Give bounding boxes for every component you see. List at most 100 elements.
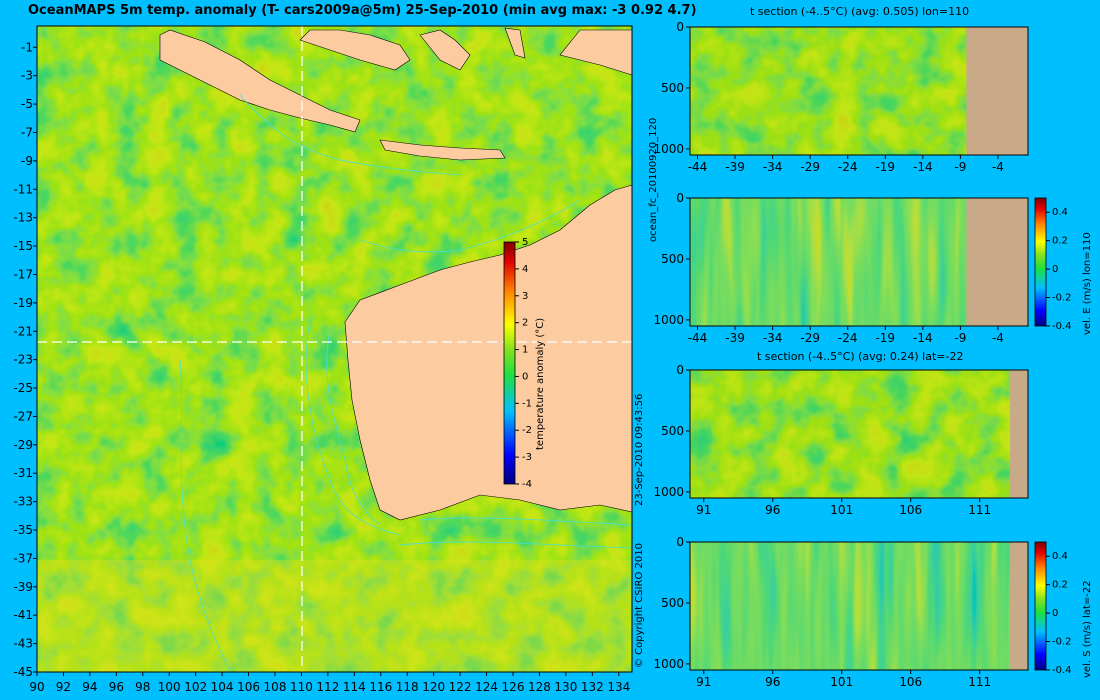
- map-x-tick-label: 132: [581, 680, 604, 694]
- panel-colorbar-tick-label: -0.2: [1052, 293, 1072, 304]
- map-x-tick-label: 96: [109, 680, 124, 694]
- panel-y-tick-label: 0: [676, 535, 684, 549]
- panel-3-frame: [689, 369, 1029, 499]
- map-colorbar-tick-label: 3: [522, 291, 528, 302]
- map-x-tick-label: 102: [184, 680, 207, 694]
- panel-y-tick-label: 500: [661, 424, 684, 438]
- map-x-ticks: 90 92 94 96 98 100 102 104 106 108 110 112 114 116 118…: [29, 672, 630, 694]
- map-colorbar-tick-label: -1: [522, 398, 532, 409]
- map-y-tick-label: -37: [13, 551, 33, 565]
- panel-x-tick-label: 96: [765, 675, 780, 689]
- map-y-ticks: -1 -3 -5 -7 -9 -11 -13 -15 -17 -19 -21 -23 -25 -27 -29…: [13, 40, 37, 679]
- panel-x-tick-label: -19: [875, 331, 895, 345]
- map-x-tick-label: 110: [290, 680, 313, 694]
- panel-x-tick-label: -4: [992, 331, 1004, 345]
- panel-1-land: [966, 27, 1028, 155]
- panel-x-tick-label: 111: [968, 503, 991, 517]
- lesser-sunda-islands: [379, 139, 506, 161]
- panel-1: [689, 26, 1029, 156]
- map-x-tick-label: 134: [607, 680, 630, 694]
- panel-y-tick-label: 1000: [653, 485, 684, 499]
- panel-x-tick-label: -24: [838, 160, 858, 174]
- map-y-tick-label: -29: [13, 438, 33, 452]
- panel-x-tick-label: -44: [688, 331, 708, 345]
- map-y-tick-label: -13: [13, 211, 33, 225]
- panel-y-tick-label: 500: [661, 252, 684, 266]
- panel-colorbar-tick-label: 0: [1052, 264, 1058, 275]
- map-x-tick-label: 112: [316, 680, 339, 694]
- panel-y-tick-label: 0: [676, 191, 684, 205]
- map-x-tick-label: 100: [158, 680, 181, 694]
- map-y-tick-label: -35: [13, 523, 33, 537]
- panel-3: [689, 369, 1029, 499]
- contour-line: [399, 541, 633, 549]
- map-x-tick-label: 98: [135, 680, 150, 694]
- borneo: [299, 29, 411, 71]
- panel-4-land: [1010, 542, 1028, 670]
- map-x-tick-label: 124: [475, 680, 498, 694]
- panel-x-tick-label: -9: [954, 160, 966, 174]
- panel-2-frame: [689, 197, 1029, 327]
- section-1-title: t section (-4..5°C) (avg: 0.505) lon=110: [750, 5, 970, 18]
- panel-x-tick-label: -39: [725, 160, 745, 174]
- bathymetry-contours: [179, 94, 633, 673]
- map-x-tick-label: 116: [369, 680, 392, 694]
- map-x-tick-label: 122: [449, 680, 472, 694]
- panel-4-colorbar: [1034, 541, 1047, 671]
- panel-x-tick-label: -24: [838, 331, 858, 345]
- map-y-tick-label: -25: [13, 381, 33, 395]
- contour-line: [239, 94, 461, 176]
- map-x-tick-label: 114: [343, 680, 366, 694]
- map-x-tick-label: 108: [264, 680, 287, 694]
- map-x-tick-label: 120: [422, 680, 445, 694]
- map-colorbar-tick-label: 2: [522, 318, 528, 329]
- panel-y-tick-label: 1000: [653, 313, 684, 327]
- panel-4-colorbar-label: vel. S (m/s) lat=-22: [1082, 580, 1093, 678]
- map-x-tick-label: 118: [396, 680, 419, 694]
- panel-x-tick-label: -14: [913, 331, 933, 345]
- panel-y-tick-label: 500: [661, 596, 684, 610]
- map-x-tick-label: 104: [211, 680, 234, 694]
- panel-4-texture: [690, 542, 1028, 670]
- australia: [344, 184, 633, 521]
- panel-3-land: [1010, 370, 1028, 498]
- panel-x-tick-label: -14: [913, 160, 933, 174]
- contour-line: [179, 359, 231, 673]
- map-x-tick-label: 94: [82, 680, 97, 694]
- map-y-tick-label: -3: [21, 69, 33, 83]
- sulawesi: [419, 29, 471, 71]
- panel-x-tick-label: -19: [875, 160, 895, 174]
- map-colorbar-tick-label: -4: [522, 479, 532, 490]
- panel-2-colorbar: [1034, 197, 1047, 327]
- map-y-tick-label: -15: [13, 239, 33, 253]
- map-y-tick-label: -45: [13, 665, 33, 679]
- panel-1-frame: [689, 26, 1029, 156]
- map-colorbar-ticks: 5 4 3 2 1 0 -1 -2 -3 -4: [515, 237, 532, 490]
- map-frame: [36, 25, 633, 673]
- panel-colorbar-tick-label: 0.2: [1052, 580, 1068, 591]
- map-x-tick-label: 128: [528, 680, 551, 694]
- panel-x-tick-label: -29: [800, 160, 820, 174]
- sumatra-java: [159, 29, 361, 133]
- map-y-tick-label: -41: [13, 608, 33, 622]
- map-y-tick-label: -17: [13, 267, 33, 281]
- map-y-tick-label: -7: [21, 125, 33, 139]
- panel-x-tick-label: 101: [830, 675, 853, 689]
- map-x-tick-label: 126: [502, 680, 525, 694]
- map-y-tick-label: -5: [21, 97, 33, 111]
- panel-x-tick-label: 111: [968, 675, 991, 689]
- panel-x-tick-label: -34: [763, 331, 783, 345]
- panel-x-tick-label: -4: [992, 160, 1004, 174]
- panel-x-tick-label: 106: [899, 503, 922, 517]
- panel-x-tick-label: 101: [830, 503, 853, 517]
- map-colorbar-tick-label: 5: [522, 237, 528, 248]
- panel-x-tick-label: -44: [688, 160, 708, 174]
- panel-x-tick-label: 91: [696, 503, 711, 517]
- panel-4: [689, 541, 1047, 671]
- panel-colorbar-tick-label: 0.4: [1052, 551, 1068, 562]
- panel-ticks: -44 -39 -34 -29 -24 -19 -14 -9 -4 0 500 1000 -44 -39 -…: [653, 20, 1071, 689]
- panel-2-colorbar-label: vel. E (m/s) lon=110: [1082, 232, 1093, 335]
- map-y-tick-label: -1: [21, 40, 33, 54]
- panel-x-tick-label: 96: [765, 503, 780, 517]
